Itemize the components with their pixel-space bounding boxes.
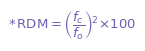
Text: $* \, \mathrm{RDM} = \left(\dfrac{f_c}{f_o}\right)^{\!2} \!\times\! 100$: $* \, \mathrm{RDM} = \left(\dfrac{f_c}{f… [8,9,137,42]
